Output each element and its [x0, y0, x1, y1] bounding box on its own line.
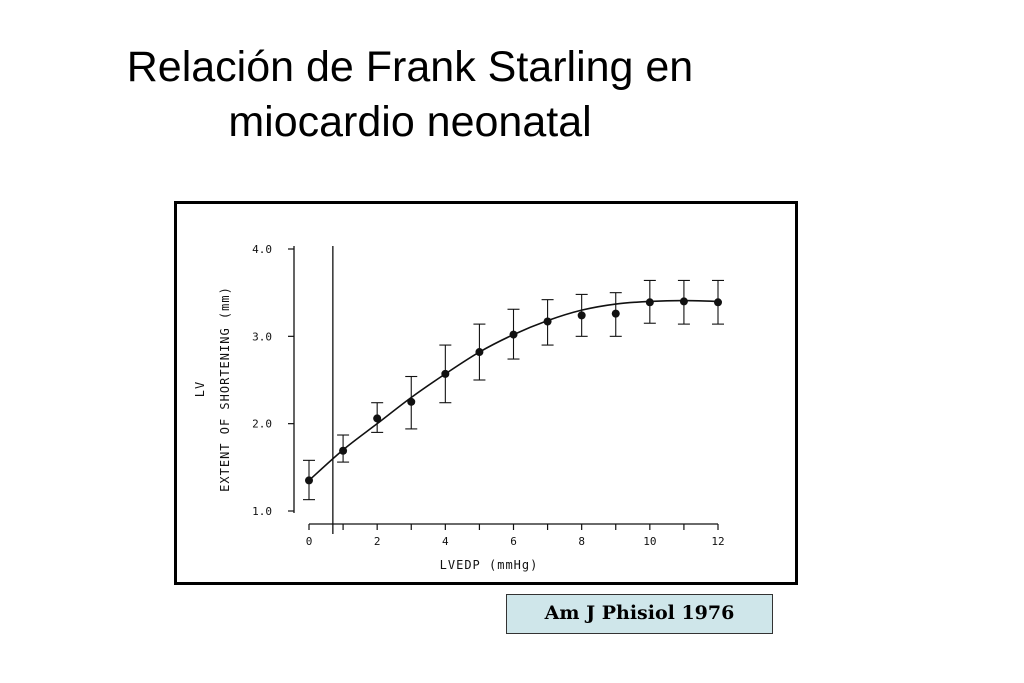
- y-tick-label: 3.0: [252, 330, 272, 343]
- data-point: [645, 298, 654, 307]
- x-tick-label: 12: [711, 535, 724, 548]
- data-point: [373, 414, 382, 423]
- data-point: [441, 369, 450, 378]
- data-point: [577, 311, 586, 320]
- data-point: [509, 330, 518, 339]
- x-tick-label: 4: [442, 535, 449, 548]
- y-axis-label-line-1: LV: [193, 381, 207, 397]
- y-tick-label: 4.0: [252, 243, 272, 256]
- chart-frame: 1.0 2.0 3.0 4.0 0 2 4 6 8 10 12 LVEDP (mmHg) LV EX…: [174, 201, 798, 585]
- x-tick-label: 8: [578, 535, 585, 548]
- data-point: [611, 309, 620, 318]
- data-point: [714, 298, 722, 307]
- data-point: [305, 476, 313, 485]
- data-point: [407, 397, 416, 406]
- citation-box: Am J Phisiol 1976: [506, 594, 773, 634]
- data-point: [679, 297, 688, 306]
- y-axis-label-line-2: EXTENT OF SHORTENING (mm): [218, 286, 232, 492]
- y-tick-label: 1.0: [252, 505, 272, 518]
- frank-starling-chart: 1.0 2.0 3.0 4.0 0 2 4 6 8 10 12 LVEDP (mmHg) LV EX…: [193, 243, 725, 572]
- y-tick-label: 2.0: [252, 418, 272, 431]
- x-axis-label: LVEDP (mmHg): [440, 558, 539, 572]
- slide-title-line-2: miocardio neonatal: [228, 98, 592, 146]
- x-tick-label: 6: [510, 535, 517, 548]
- data-point: [543, 317, 552, 326]
- slide-title: Relación de Frank Starling en miocardio …: [80, 40, 740, 150]
- x-tick-label: 2: [374, 535, 381, 548]
- chart-axes: 1.0 2.0 3.0 4.0 0 2 4 6 8 10 12: [252, 243, 725, 548]
- data-point: [339, 446, 348, 455]
- x-tick-label: 0: [306, 535, 313, 548]
- data-points-group: [303, 279, 724, 501]
- data-point: [475, 348, 484, 357]
- x-tick-label: 10: [643, 535, 656, 548]
- slide-title-line-1: Relación de Frank Starling en: [126, 43, 694, 91]
